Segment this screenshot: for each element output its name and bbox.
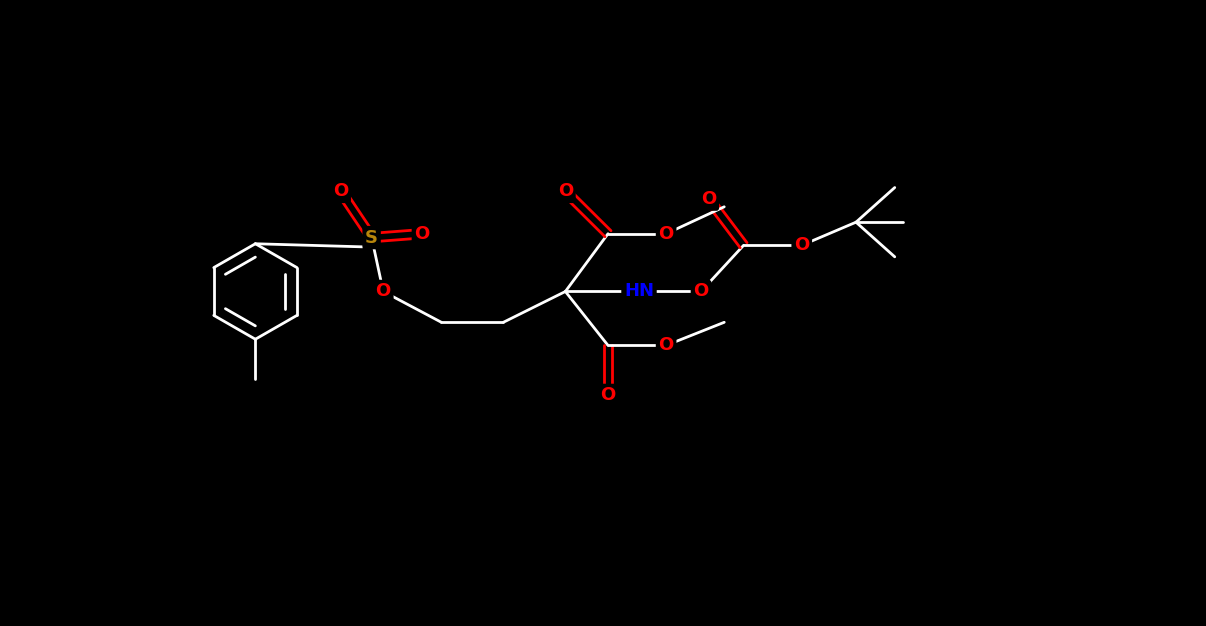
Text: O: O bbox=[557, 182, 573, 200]
Text: O: O bbox=[658, 336, 674, 354]
Text: O: O bbox=[415, 225, 429, 243]
Text: O: O bbox=[375, 282, 391, 300]
Text: S: S bbox=[365, 228, 379, 247]
Text: O: O bbox=[333, 182, 349, 200]
Text: HN: HN bbox=[624, 282, 654, 300]
Text: O: O bbox=[601, 386, 615, 404]
Text: O: O bbox=[658, 225, 674, 243]
Text: O: O bbox=[693, 282, 709, 300]
Text: O: O bbox=[701, 190, 716, 208]
Text: O: O bbox=[794, 236, 809, 254]
